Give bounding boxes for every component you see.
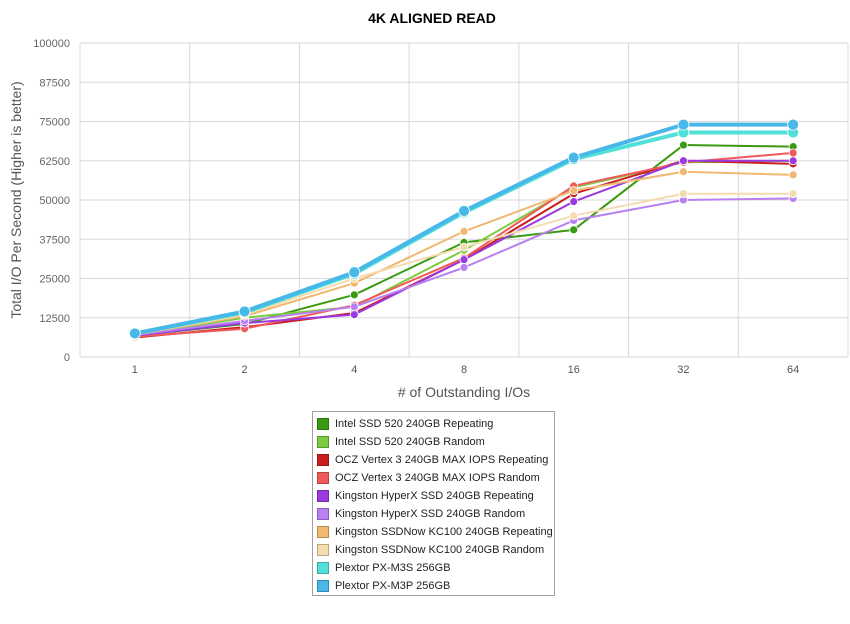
data-point xyxy=(788,189,798,199)
data-point xyxy=(679,156,688,166)
x-tick-label: 16 xyxy=(568,364,580,376)
legend-label: Intel SSD 520 240GB Random xyxy=(335,436,485,448)
y-tick-label: 62500 xyxy=(39,156,70,168)
x-tick-label: 8 xyxy=(461,364,467,376)
legend-swatch xyxy=(317,472,329,484)
y-tick-label: 25000 xyxy=(39,274,70,286)
series-10 xyxy=(128,118,800,340)
y-tick-label: 37500 xyxy=(39,234,70,246)
legend-label: OCZ Vertex 3 240GB MAX IOPS Random xyxy=(335,472,540,484)
legend-label: Kingston SSDNow KC100 240GB Repeating xyxy=(335,526,553,538)
legend-item: Kingston SSDNow KC100 240GB Random xyxy=(313,541,554,559)
x-axis-ticks: 1 2 4 8 16 32 64 xyxy=(132,364,799,376)
legend-item: OCZ Vertex 3 240GB MAX IOPS Repeating xyxy=(313,451,554,469)
legend-item: Kingston HyperX SSD 240GB Random xyxy=(313,505,554,523)
x-tick-label: 1 xyxy=(132,364,138,376)
data-point xyxy=(569,197,579,206)
legend-swatch xyxy=(317,544,329,556)
data-point xyxy=(459,255,469,265)
y-axis-ticks: 0 12500 25000 37500 50000 62500 75000 87500 1000… xyxy=(33,38,70,364)
legend-swatch xyxy=(317,436,329,448)
data-point xyxy=(679,189,688,199)
legend-label: Kingston HyperX SSD 240GB Repeating xyxy=(335,490,534,502)
data-point xyxy=(459,263,469,272)
data-point xyxy=(679,167,688,177)
y-axis-title: Total I/O Per Second (Higher is better) xyxy=(8,81,24,318)
data-point xyxy=(349,310,359,320)
legend-swatch xyxy=(317,418,329,430)
y-tick-label: 100000 xyxy=(33,38,70,50)
data-point xyxy=(128,327,141,340)
legend-label: Kingston SSDNow KC100 240GB Random xyxy=(335,544,545,556)
x-axis-title: # of Outstanding I/Os xyxy=(398,384,530,400)
legend-item: Kingston SSDNow KC100 240GB Repeating xyxy=(313,523,554,541)
data-point xyxy=(569,186,579,195)
legend-label: Intel SSD 520 240GB Repeating xyxy=(335,418,494,430)
y-tick-label: 50000 xyxy=(39,195,70,207)
series-lines xyxy=(128,118,800,342)
legend-item: OCZ Vertex 3 240GB MAX IOPS Random xyxy=(313,469,554,487)
data-point xyxy=(677,118,690,131)
data-point xyxy=(788,170,798,180)
x-tick-label: 32 xyxy=(677,364,689,376)
legend-item: Intel SSD 520 240GB Repeating xyxy=(313,415,554,433)
data-point xyxy=(348,266,361,279)
x-tick-label: 64 xyxy=(787,364,799,376)
legend-swatch xyxy=(317,508,329,520)
y-tick-label: 87500 xyxy=(39,77,70,89)
legend-swatch xyxy=(317,454,329,466)
legend-label: OCZ Vertex 3 240GB MAX IOPS Repeating xyxy=(335,454,549,466)
data-point xyxy=(349,302,359,312)
data-point xyxy=(349,290,359,300)
data-point xyxy=(238,305,251,318)
legend-swatch xyxy=(317,562,329,574)
data-point xyxy=(787,118,800,131)
legend-swatch xyxy=(317,580,329,592)
data-point xyxy=(679,140,688,150)
x-tick-label: 4 xyxy=(351,364,357,376)
series-1 xyxy=(130,140,798,341)
data-point xyxy=(567,151,580,164)
y-tick-label: 0 xyxy=(64,352,70,364)
legend-swatch xyxy=(317,526,329,538)
legend-item: Kingston HyperX SSD 240GB Repeating xyxy=(313,487,554,505)
data-point xyxy=(569,211,579,221)
data-point xyxy=(788,148,798,158)
legend-label: Plextor PX-M3S 256GB xyxy=(335,562,451,574)
legend-item: Intel SSD 520 240GB Random xyxy=(313,433,554,451)
y-tick-label: 12500 xyxy=(39,313,70,325)
chart-title: 4K ALIGNED READ xyxy=(368,10,496,26)
data-point xyxy=(459,226,469,236)
data-point xyxy=(788,156,798,166)
legend-item: Plextor PX-M3S 256GB xyxy=(313,559,554,577)
y-tick-label: 75000 xyxy=(39,117,70,129)
legend: Intel SSD 520 240GB Repeating Intel SSD 5… xyxy=(312,411,555,596)
data-point xyxy=(458,205,470,217)
data-point xyxy=(569,225,579,235)
legend-label: Plextor PX-M3P 256GB xyxy=(335,580,451,592)
x-tick-label: 2 xyxy=(242,364,248,376)
legend-label: Kingston HyperX SSD 240GB Random xyxy=(335,508,526,520)
legend-swatch xyxy=(317,490,329,502)
legend-item: Plextor PX-M3P 256GB xyxy=(313,577,554,595)
data-point xyxy=(459,242,469,252)
